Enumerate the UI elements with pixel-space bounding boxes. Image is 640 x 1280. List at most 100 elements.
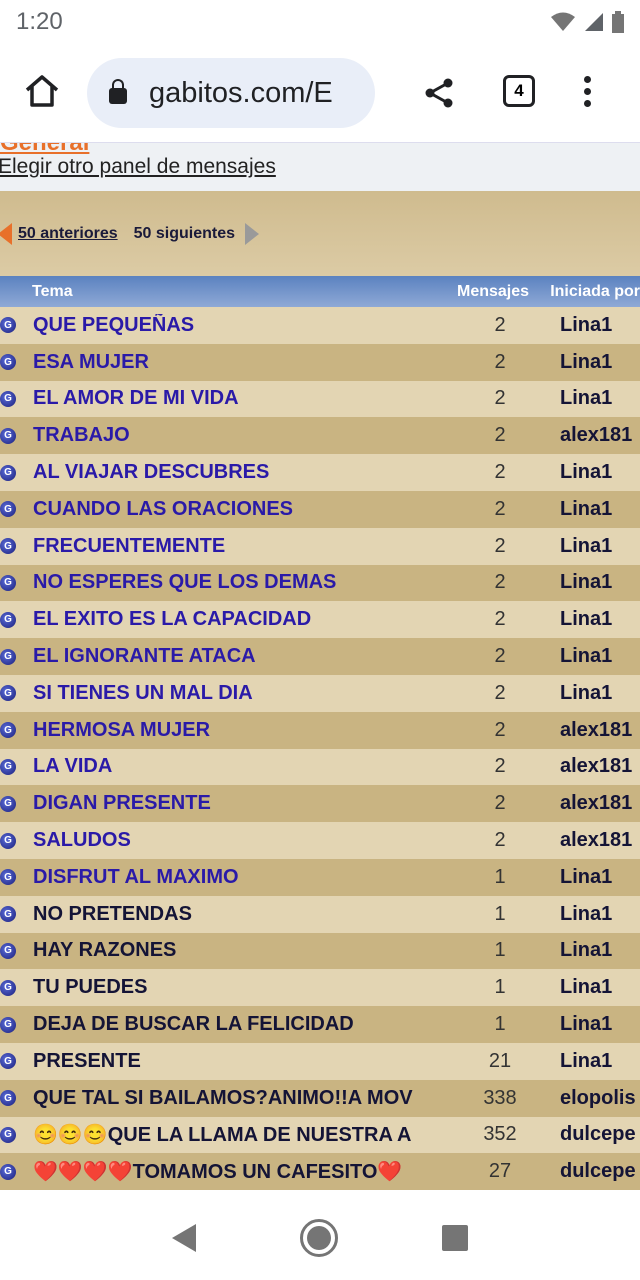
message-count: 352 xyxy=(483,1123,517,1146)
message-count: 2 xyxy=(494,718,506,741)
topic-g-icon: G xyxy=(0,611,16,628)
author[interactable]: Lina1 xyxy=(560,608,613,631)
topic-link[interactable]: TU PUEDES xyxy=(33,976,148,999)
author[interactable]: Lina1 xyxy=(560,902,613,925)
author[interactable]: Lina1 xyxy=(560,497,613,520)
author[interactable]: Lina1 xyxy=(560,387,613,410)
panel-header: General Elegir otro panel de mensajes xyxy=(0,143,640,191)
author[interactable]: Lina1 xyxy=(560,976,613,999)
topic-g-icon: G xyxy=(0,390,16,407)
author[interactable]: dulcepe xyxy=(560,1123,636,1146)
topic-g-icon: G xyxy=(0,1126,16,1143)
author[interactable]: Lina1 xyxy=(560,645,613,668)
topic-link[interactable]: ❤️❤️❤️❤️TOMAMOS UN CAFESITO❤️ xyxy=(33,1161,403,1184)
tab-switcher-button[interactable]: 4 xyxy=(503,75,535,107)
message-count: 27 xyxy=(488,1160,512,1183)
author[interactable]: alex181 xyxy=(560,829,633,852)
topic-link[interactable]: QUE PEQUEÑAS xyxy=(33,313,195,336)
author[interactable]: elopolis xyxy=(560,1086,636,1109)
topic-link[interactable]: HAY RAZONES xyxy=(33,939,177,962)
change-panel-link[interactable]: Elegir otro panel de mensajes xyxy=(0,155,276,178)
topic-link[interactable]: SI TIENES UN MAL DIA xyxy=(33,681,253,704)
topic-g-icon: G xyxy=(0,354,16,371)
topic-link[interactable]: LA VIDA xyxy=(33,755,113,778)
table-row: G TU PUEDES 1 Lina1 xyxy=(0,969,640,1007)
topic-link[interactable]: EL AMOR DE MI VIDA xyxy=(33,387,239,410)
prev-page-link[interactable]: 50 anteriores xyxy=(18,224,118,242)
topic-g-icon: G xyxy=(0,979,16,996)
table-row: G EL IGNORANTE ATACA 2 Lina1 xyxy=(0,638,640,675)
author[interactable]: Lina1 xyxy=(560,534,613,557)
forum-title-link[interactable]: General xyxy=(0,142,90,156)
author[interactable]: alex181 xyxy=(560,424,633,447)
author[interactable]: Lina1 xyxy=(560,571,613,594)
table-row: G EL AMOR DE MI VIDA 2 Lina1 xyxy=(0,380,640,418)
table-row: G NO PRETENDAS 1 Lina1 xyxy=(0,895,640,933)
topic-link[interactable]: QUE TAL SI BAILAMOS?ANIMO!!A MOV xyxy=(33,1086,413,1109)
topic-link[interactable]: ESA MUJER xyxy=(33,350,149,373)
status-bar: 1:20 xyxy=(0,0,640,44)
author[interactable]: Lina1 xyxy=(560,1049,613,1072)
topic-g-icon: G xyxy=(0,758,16,775)
home-icon[interactable] xyxy=(24,74,60,108)
message-count: 1 xyxy=(494,1013,506,1036)
topic-link[interactable]: DISFRUT AL MAXIMO xyxy=(33,865,239,888)
topic-link[interactable]: DIGAN PRESENTE xyxy=(33,792,211,815)
table-row: G FRECUENTEMENTE 2 Lina1 xyxy=(0,527,640,565)
topic-link[interactable]: TRABAJO xyxy=(33,424,130,447)
topic-link[interactable]: EL IGNORANTE ATACA xyxy=(33,645,256,668)
table-row: G HERMOSA MUJER 2 alex181 xyxy=(0,711,640,749)
topic-link[interactable]: NO PRETENDAS xyxy=(33,902,192,925)
share-icon[interactable] xyxy=(424,78,454,108)
topic-link[interactable]: 😊😊😊QUE LA LLAMA DE NUESTRA A xyxy=(33,1124,412,1147)
table-row: G ESA MUJER 2 Lina1 xyxy=(0,343,640,381)
topic-g-icon: G xyxy=(0,464,16,481)
topic-g-icon: G xyxy=(0,574,16,591)
author[interactable]: dulcepe xyxy=(560,1160,636,1183)
topic-g-icon: G xyxy=(0,317,16,334)
author[interactable]: Lina1 xyxy=(560,1013,613,1036)
topic-g-icon: G xyxy=(0,906,16,923)
tab-count: 4 xyxy=(514,81,524,100)
prev-arrow-icon[interactable] xyxy=(0,222,12,245)
author[interactable]: alex181 xyxy=(560,755,633,778)
more-menu-icon[interactable] xyxy=(584,76,594,112)
author[interactable]: Lina1 xyxy=(560,939,613,962)
message-count: 2 xyxy=(494,387,506,410)
topic-link[interactable]: NO ESPERES QUE LOS DEMAS xyxy=(33,571,337,594)
topic-link[interactable]: CUANDO LAS ORACIONES xyxy=(33,497,294,520)
topic-link[interactable]: HERMOSA MUJER xyxy=(33,718,211,741)
column-started-by: Iniciada por xyxy=(550,282,640,300)
home-button-icon[interactable] xyxy=(300,1219,338,1257)
author[interactable]: alex181 xyxy=(560,718,633,741)
author[interactable]: Lina1 xyxy=(560,350,613,373)
topic-link[interactable]: EL EXITO ES LA CAPACIDAD xyxy=(33,608,312,631)
table-row: G SALUDOS 2 alex181 xyxy=(0,822,640,859)
topic-g-icon: G xyxy=(0,869,16,886)
message-count: 2 xyxy=(494,350,506,373)
author[interactable]: Lina1 xyxy=(560,461,613,484)
topic-link[interactable]: FRECUENTEMENTE xyxy=(33,534,226,557)
table-row: G LA VIDA 2 alex181 xyxy=(0,748,640,786)
topic-link[interactable]: AL VIAJAR DESCUBRES xyxy=(33,461,270,484)
battery-icon xyxy=(612,11,624,33)
topic-link[interactable]: PRESENTE xyxy=(33,1049,141,1072)
message-count: 21 xyxy=(488,1049,512,1072)
topic-g-icon: G xyxy=(0,538,16,555)
topic-link[interactable]: SALUDOS xyxy=(33,829,131,852)
recents-icon[interactable] xyxy=(442,1225,468,1251)
author[interactable]: Lina1 xyxy=(560,681,613,704)
next-page-label: 50 siguientes xyxy=(133,224,235,242)
message-count: 2 xyxy=(494,461,506,484)
topic-link[interactable]: DEJA DE BUSCAR LA FELICIDAD xyxy=(33,1013,354,1036)
author[interactable]: Lina1 xyxy=(560,313,613,336)
author[interactable]: alex181 xyxy=(560,792,633,815)
url-bar[interactable]: gabitos.com/E xyxy=(87,58,375,128)
back-icon[interactable] xyxy=(172,1224,196,1252)
message-count: 2 xyxy=(494,571,506,594)
topic-g-icon: G xyxy=(0,1090,16,1107)
author[interactable]: Lina1 xyxy=(560,865,613,888)
web-page: General Elegir otro panel de mensajes 50… xyxy=(0,142,640,1196)
wifi-icon xyxy=(551,12,575,31)
table-row: G SI TIENES UN MAL DIA 2 Lina1 xyxy=(0,674,640,712)
